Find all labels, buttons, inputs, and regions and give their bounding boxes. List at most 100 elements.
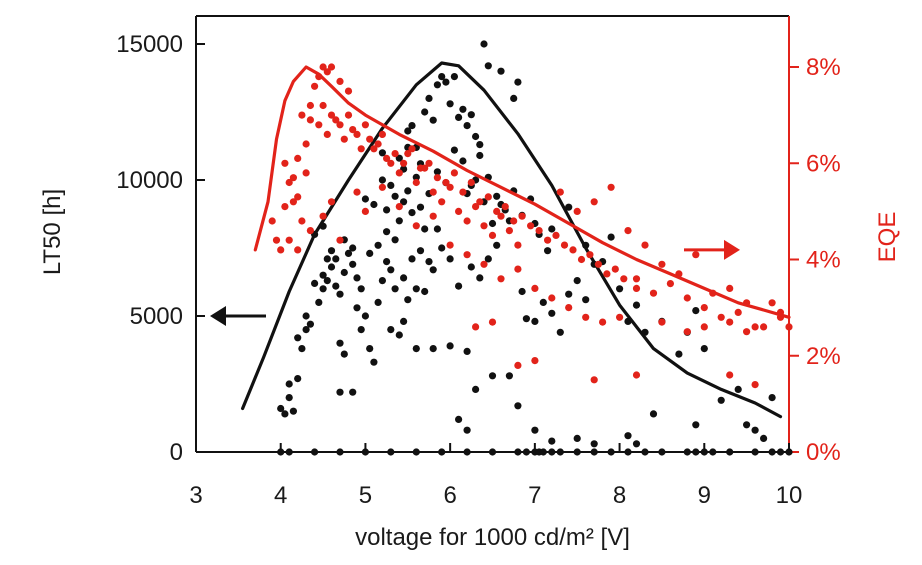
eqe-point bbox=[302, 169, 310, 177]
lt50-point bbox=[510, 94, 518, 102]
eqe-point bbox=[446, 241, 454, 249]
lt50-point bbox=[349, 260, 357, 268]
lt50-point bbox=[641, 448, 649, 456]
lt50-point bbox=[455, 415, 463, 423]
y-right-axis-label: EQE bbox=[874, 212, 901, 263]
lt50-point bbox=[302, 326, 310, 334]
eqe-point bbox=[387, 159, 395, 167]
lt50-point bbox=[632, 301, 641, 309]
eqe-point bbox=[535, 227, 543, 235]
eqe-point bbox=[285, 236, 293, 244]
eqe-point bbox=[603, 270, 611, 278]
eqe-point bbox=[590, 376, 598, 384]
eqe-point bbox=[323, 130, 331, 138]
eqe-point bbox=[408, 145, 416, 153]
lt50-point bbox=[298, 345, 306, 353]
lt50-point bbox=[336, 448, 344, 456]
lt50-point bbox=[624, 432, 632, 440]
lt50-point bbox=[573, 277, 581, 285]
y-left-tick-label: 10000 bbox=[116, 167, 183, 194]
lt50-point bbox=[357, 285, 365, 293]
eqe-point bbox=[760, 323, 768, 331]
y-left-tick-label: 15000 bbox=[116, 31, 183, 58]
eqe-point bbox=[383, 154, 391, 162]
lt50-point bbox=[395, 331, 403, 339]
lt50-point bbox=[285, 380, 293, 388]
lt50-point bbox=[514, 448, 522, 456]
lt50-point bbox=[361, 312, 369, 320]
lt50-point bbox=[709, 448, 717, 456]
lt50-point bbox=[683, 448, 691, 456]
lt50-point bbox=[505, 372, 513, 380]
lt50-point bbox=[480, 40, 488, 48]
lt50-point bbox=[370, 358, 378, 366]
lt50-point bbox=[531, 317, 539, 325]
lt50-point bbox=[726, 448, 734, 456]
lt50-point bbox=[387, 266, 395, 274]
lt50-point bbox=[336, 388, 344, 396]
x-tick-label: 4 bbox=[274, 482, 287, 509]
lt50-point bbox=[294, 334, 302, 342]
lt50-point bbox=[429, 345, 437, 353]
lt50-point bbox=[311, 448, 319, 456]
lt50-point bbox=[366, 345, 374, 353]
lt50-point bbox=[361, 195, 369, 203]
lt50-point bbox=[565, 203, 573, 211]
lt50-point bbox=[607, 233, 615, 241]
chart-marks bbox=[210, 40, 793, 456]
lt50-point bbox=[315, 298, 323, 306]
eqe-point bbox=[395, 169, 403, 177]
lt50-point bbox=[421, 108, 429, 116]
lt50-point bbox=[751, 448, 759, 456]
lt50-point bbox=[442, 78, 450, 86]
eqe-point bbox=[285, 178, 293, 187]
lt50-point bbox=[497, 67, 505, 75]
eqe-point bbox=[480, 260, 488, 268]
eqe-point bbox=[400, 159, 408, 167]
eqe-point bbox=[412, 222, 420, 230]
eqe-point bbox=[463, 251, 471, 259]
eqe-point bbox=[319, 63, 327, 71]
lt50-point bbox=[336, 290, 344, 298]
eqe-point bbox=[582, 313, 590, 321]
lt50-point bbox=[522, 448, 531, 456]
eqe-point bbox=[315, 121, 323, 129]
lt50-point bbox=[378, 176, 386, 184]
lt50-point bbox=[450, 146, 458, 154]
eqe-point bbox=[366, 135, 374, 143]
lt50-point bbox=[548, 437, 556, 445]
eqe-point bbox=[620, 275, 628, 283]
eqe-point bbox=[357, 145, 365, 153]
eqe-point bbox=[459, 188, 467, 196]
lt50-point bbox=[433, 168, 441, 176]
eqe-point bbox=[666, 280, 675, 288]
lt50-point bbox=[332, 282, 340, 290]
lt50-point bbox=[785, 448, 793, 456]
lt50-point bbox=[472, 385, 480, 393]
lt50-point bbox=[476, 151, 484, 160]
eqe-point bbox=[658, 260, 666, 268]
eqe-point bbox=[361, 207, 369, 215]
x-tick-label: 7 bbox=[528, 482, 541, 509]
eqe-point bbox=[472, 323, 480, 331]
lt50-point bbox=[412, 173, 420, 181]
eqe-point bbox=[327, 111, 336, 119]
eqe-point bbox=[421, 164, 429, 172]
lt50-point bbox=[433, 81, 441, 89]
eqe-point bbox=[658, 318, 666, 326]
lt50-point bbox=[438, 448, 446, 456]
eqe-point bbox=[327, 198, 336, 206]
lt50-point bbox=[459, 157, 467, 165]
lt50-point bbox=[353, 274, 361, 282]
lt50-point bbox=[404, 187, 412, 195]
eqe-point bbox=[726, 371, 734, 379]
eqe-point bbox=[467, 178, 475, 187]
eqe-point bbox=[531, 357, 539, 365]
eqe-point bbox=[700, 323, 708, 331]
lt50-point bbox=[463, 448, 471, 456]
lt50-point bbox=[383, 258, 391, 266]
lt50-point bbox=[658, 448, 666, 456]
lt50-point bbox=[416, 247, 425, 255]
lt50-point bbox=[412, 285, 420, 293]
lt50-point bbox=[556, 448, 564, 456]
